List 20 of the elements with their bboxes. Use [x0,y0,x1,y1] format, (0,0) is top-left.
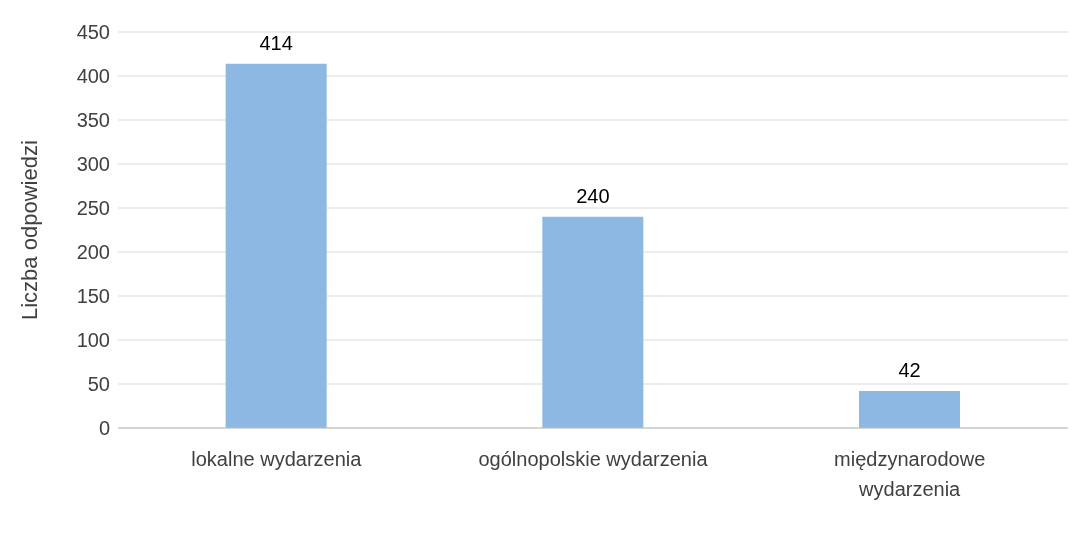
y-tick-label: 300 [76,153,110,176]
y-tick-label: 150 [76,285,110,308]
y-tick-label: 450 [76,21,110,44]
x-tick-label: międzynarodowe wydarzenia [834,448,986,500]
y-tick-label: 400 [76,65,110,88]
y-tick-label: 250 [76,197,110,220]
bar [859,391,960,428]
data-label: 414 [259,31,293,54]
bar [542,216,644,428]
data-label: 240 [576,184,610,207]
y-tick-label: 350 [76,109,110,132]
x-tick-label: ogólnopolskie wydarzenia [478,448,709,470]
y-tick-label: 200 [76,241,110,264]
y-tick-label: 100 [76,329,110,352]
bar [225,63,327,428]
y-axis-title: Liczba odpowiedzi [16,140,42,320]
data-label: 42 [898,359,921,382]
y-tick-label: 50 [87,373,110,396]
y-tick-label: 0 [98,417,110,440]
x-tick-label: lokalne wydarzenia [191,448,363,470]
